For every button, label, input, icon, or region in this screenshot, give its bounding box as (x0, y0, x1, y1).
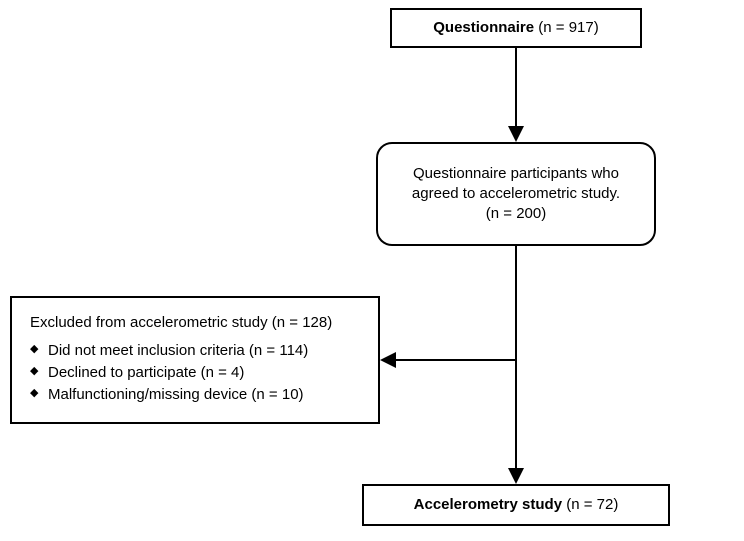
accelerometry-n: (n = 72) (566, 496, 618, 513)
node-accelerometry: Accelerometry study (n = 72) (362, 484, 670, 526)
flowchart-canvas: Questionnaire (n = 917) Questionnaire pa… (0, 0, 744, 541)
questionnaire-n: (n = 917) (538, 19, 598, 36)
excluded-item: Malfunctioning/missing device (n = 10) (30, 385, 308, 405)
excluded-heading: Excluded from accelerometric study (n = … (30, 313, 332, 333)
arrow-to-excluded (380, 350, 516, 370)
questionnaire-title: Questionnaire (433, 19, 534, 36)
arrow-questionnaire-to-participants (506, 48, 526, 142)
accelerometry-title: Accelerometry study (414, 496, 562, 513)
excluded-item: Did not meet inclusion criteria (n = 114… (30, 341, 308, 361)
node-accelerometry-label: Accelerometry study (n = 72) (414, 495, 619, 515)
node-questionnaire-label: Questionnaire (n = 917) (433, 18, 599, 38)
excluded-list: Did not meet inclusion criteria (n = 114… (30, 339, 308, 408)
node-excluded: Excluded from accelerometric study (n = … (10, 296, 380, 424)
excluded-item: Declined to participate (n = 4) (30, 363, 308, 383)
node-participants: Questionnaire participants who agreed to… (376, 142, 656, 246)
participants-line1: Questionnaire participants who (413, 164, 619, 184)
participants-line2: agreed to accelerometric study. (412, 184, 620, 204)
participants-n: (n = 200) (486, 204, 546, 224)
node-questionnaire: Questionnaire (n = 917) (390, 8, 642, 48)
